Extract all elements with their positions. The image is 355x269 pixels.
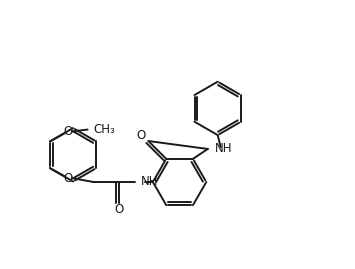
Text: O: O bbox=[63, 125, 72, 138]
Text: O: O bbox=[63, 172, 72, 185]
Text: O: O bbox=[115, 203, 124, 216]
Text: NH: NH bbox=[215, 143, 232, 155]
Text: NH: NH bbox=[141, 175, 158, 187]
Text: O: O bbox=[137, 129, 146, 141]
Text: CH₃: CH₃ bbox=[93, 123, 115, 136]
